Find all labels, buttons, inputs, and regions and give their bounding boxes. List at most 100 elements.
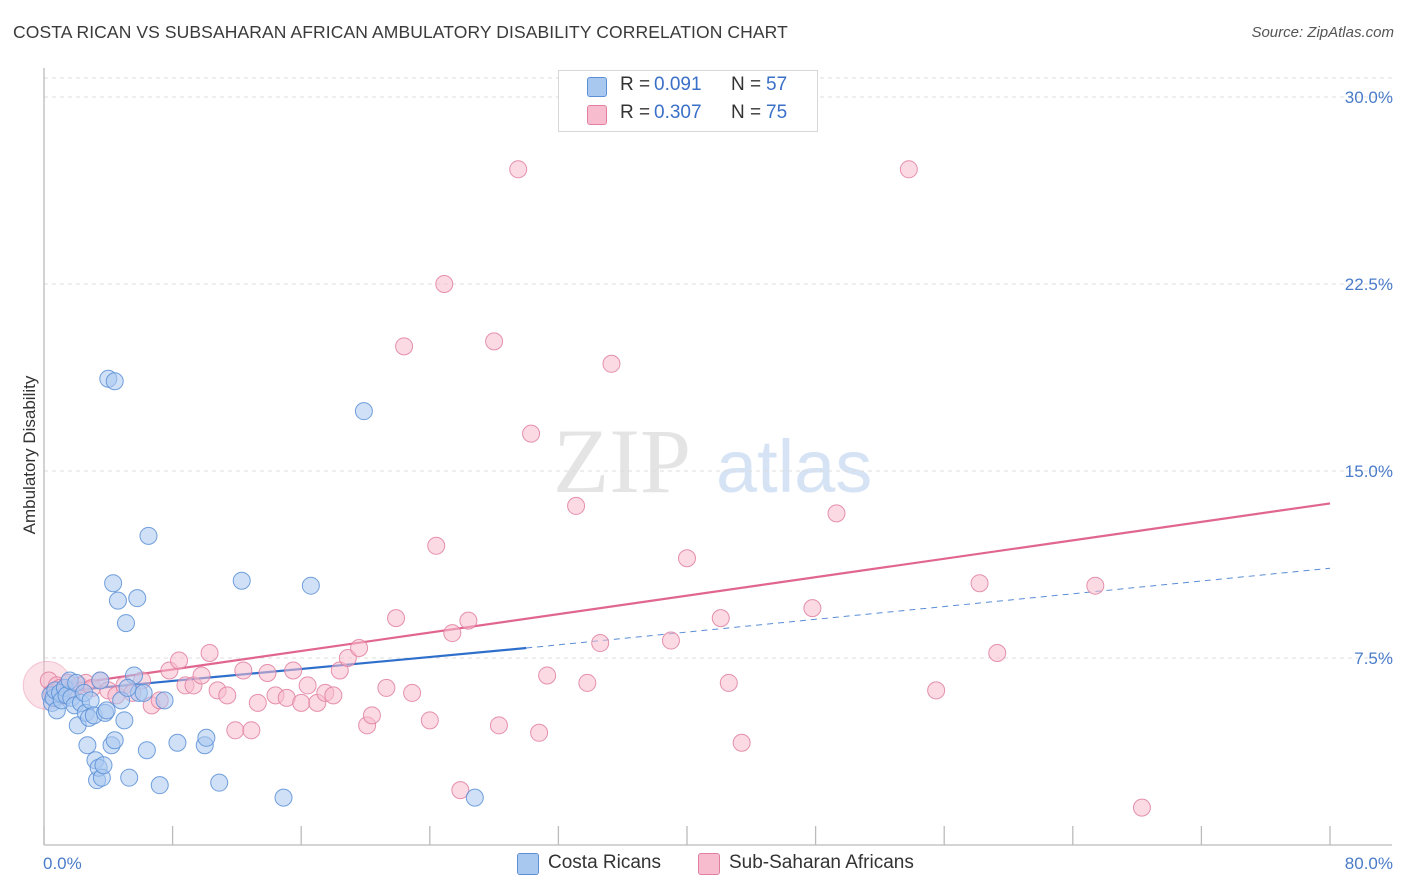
legend-row-sub-saharan: R = 0.307 N = 75 (559, 101, 817, 127)
sub-saharan-point (420, 711, 439, 730)
sub-saharan-point (591, 634, 610, 653)
x-tick-label: 0.0% (43, 854, 82, 873)
sub-saharan-point (485, 332, 504, 351)
legend-row-costa-ricans: R = 0.091 N = 57 (559, 73, 817, 99)
sub-saharan-point (218, 686, 237, 705)
sub-saharan-point (567, 496, 586, 515)
sub-saharan-point (988, 644, 1007, 663)
sub-saharan-point (602, 354, 621, 373)
sub-saharan-point (803, 599, 822, 618)
costa-rican-point (168, 733, 187, 752)
costa-rican-point (115, 711, 134, 730)
bottom-legend-label: Costa Ricans (548, 852, 661, 873)
sub-saharan-point (395, 337, 414, 356)
axes (43, 68, 1392, 846)
costa-rican-point (274, 788, 293, 807)
y-axis-label: Ambulatory Disability (20, 375, 39, 534)
y-tick-label: 22.5% (1345, 275, 1393, 294)
sub-saharan-point (284, 661, 303, 680)
costa-rican-point (354, 402, 373, 421)
sub-saharan-point (451, 781, 470, 800)
sub-saharan-point (298, 676, 317, 695)
sub-saharan-point (192, 666, 211, 685)
source-credit: Source: ZipAtlas.com (1251, 24, 1394, 41)
sub-saharan-point (459, 611, 478, 630)
sub-saharan-point (899, 160, 918, 179)
sub-saharan-point (258, 663, 277, 682)
bottom-legend-swatch-blue (517, 853, 539, 875)
costa-rican-point (105, 372, 124, 391)
sub-saharan-point (578, 673, 597, 692)
watermark: ZIP atlas (553, 410, 872, 512)
costa-rican-point (118, 678, 137, 697)
sub-saharan-point (711, 609, 730, 628)
costa-rican-point (120, 768, 139, 787)
sub-saharan-point (732, 733, 751, 752)
sub-saharan-point (226, 721, 245, 740)
bottom-legend-swatch-pink (698, 853, 720, 875)
legend-n-label: N = (731, 102, 762, 123)
sub-saharan-point (489, 716, 508, 735)
legend-r-label: R = (620, 74, 651, 95)
sub-saharan-point (377, 678, 396, 697)
costa-rican-point (116, 614, 135, 633)
bottom-legend-label: Sub-Saharan Africans (729, 852, 914, 873)
costa-rican-trend-extension (526, 567, 1331, 649)
sub-saharan-point (338, 649, 357, 667)
costa-rican-point (232, 571, 251, 590)
sub-saharan-point (292, 693, 311, 712)
legend-n-value: 57 (766, 74, 788, 95)
costa-rican-point (155, 691, 174, 710)
costa-rican-point (150, 776, 169, 795)
sub-saharan-point (362, 706, 381, 725)
sub-saharan-point (350, 639, 369, 658)
sub-saharan-point (1132, 798, 1151, 817)
sub-saharan-point (427, 536, 446, 555)
sub-saharan-point (435, 275, 454, 293)
data-points (22, 160, 1151, 817)
sub-saharan-point (170, 651, 189, 670)
sub-saharan-point (242, 721, 261, 740)
legend-swatch-pink (587, 105, 607, 125)
sub-saharan-point (522, 424, 541, 443)
costa-rican-point (137, 741, 156, 760)
correlation-legend: R = 0.091 N = 57 R = 0.307 N = 75 (558, 70, 818, 132)
costa-rican-point (210, 773, 229, 792)
legend-r-value: 0.307 (654, 102, 702, 123)
legend-r-label: R = (620, 102, 651, 123)
sub-saharan-point (324, 686, 343, 705)
costa-rican-point (94, 756, 113, 775)
y-tick-label: 30.0% (1345, 88, 1393, 107)
sub-saharan-point (970, 574, 989, 593)
sub-saharan-point (530, 723, 549, 742)
sub-saharan-point (248, 693, 267, 712)
sub-saharan-point (678, 549, 696, 568)
watermark-atlas: atlas (716, 425, 872, 508)
costa-rican-point (78, 736, 97, 755)
sub-saharan-point (719, 673, 738, 692)
costa-rican-point (81, 691, 100, 710)
costa-rican-point (104, 574, 123, 593)
legend-swatch-blue (587, 77, 607, 97)
sub-saharan-point (661, 631, 680, 650)
legend-r-value: 0.091 (654, 74, 702, 95)
costa-rican-point (465, 788, 484, 807)
sub-saharan-point (403, 683, 422, 702)
costa-rican-point (128, 589, 147, 608)
sub-saharan-point (200, 644, 219, 663)
costa-rican-point (91, 671, 110, 690)
costa-rican-point (105, 731, 124, 750)
sub-saharan-point (234, 661, 253, 680)
y-tick-label: 7.5% (1354, 649, 1393, 668)
sub-saharan-point (443, 624, 462, 643)
chart-title: COSTA RICAN VS SUBSAHARAN AFRICAN AMBULA… (13, 22, 788, 42)
costa-rican-point (97, 701, 116, 720)
grid-lines (44, 77, 1392, 659)
sub-saharan-point (927, 681, 946, 700)
sub-saharan-point (387, 609, 406, 628)
watermark-zip: ZIP (553, 410, 691, 512)
sub-saharan-trend-line (43, 502, 1331, 690)
costa-rican-point (301, 576, 320, 595)
costa-rican-point (134, 683, 153, 702)
y-tick-label: 15.0% (1345, 462, 1393, 481)
